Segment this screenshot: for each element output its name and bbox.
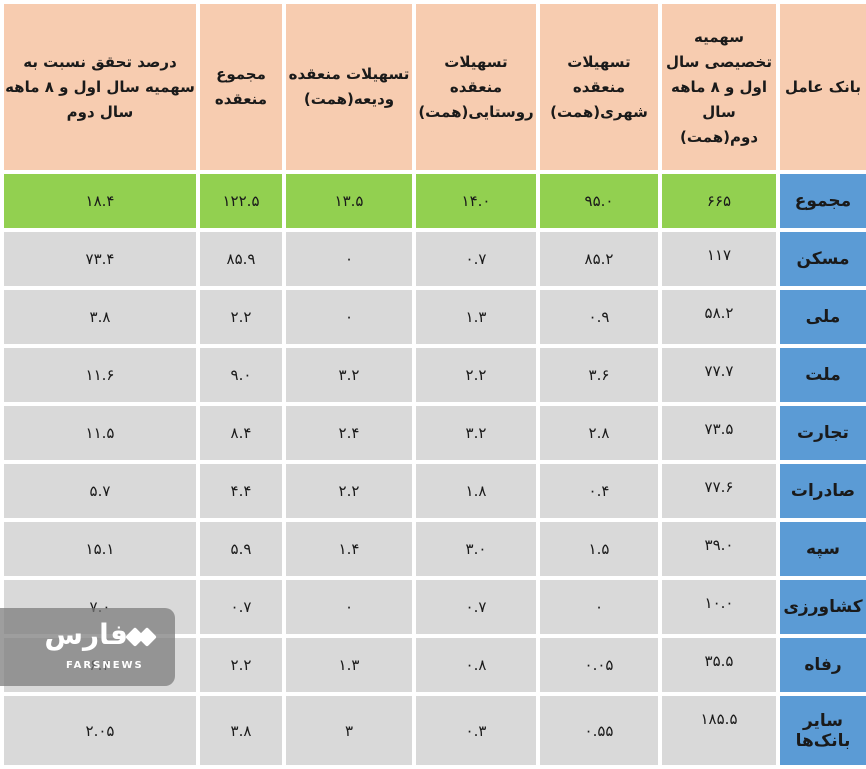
cell-urban: ۰.۵۵ <box>536 692 662 769</box>
cell-quota: ۷۳.۵ <box>658 402 780 464</box>
cell-deposit: ۱.۴ <box>282 518 416 580</box>
cell-rural: ۲.۲ <box>412 344 540 406</box>
table-row: صادرات ۷۷.۶ ۰.۴ ۱.۸ ۲.۲ ۴.۴ ۵.۷ <box>0 460 866 522</box>
cell-total: ۵.۹ <box>196 518 286 580</box>
cell-percent: ۱۸.۴ <box>0 170 200 232</box>
watermark-title: فارس <box>44 618 128 651</box>
header-deposit: تسهیلات منعقده ودیعه(همت) <box>282 0 416 174</box>
header-percent: درصد تحقق نسبت به سهمیه سال اول و ۸ ماهه… <box>0 0 200 174</box>
table-row: کشاورزی ۱۰.۰ ۰ ۰.۷ ۰ ۰.۷ ۷.۰ <box>0 576 866 638</box>
cell-deposit: ۰ <box>282 286 416 348</box>
cell-deposit: ۲.۲ <box>282 460 416 522</box>
cell-percent: ۱۱.۵ <box>0 402 200 464</box>
cell-urban: ۸۵.۲ <box>536 228 662 290</box>
cell-total: ۹.۰ <box>196 344 286 406</box>
cell-bank: ملی <box>776 286 866 348</box>
cell-quota: ۷۷.۶ <box>658 460 780 522</box>
cell-urban: ۰.۴ <box>536 460 662 522</box>
farsnews-watermark: فارس FARSNEWS <box>0 608 175 686</box>
cell-total: ۴.۴ <box>196 460 286 522</box>
cell-rural: ۰.۳ <box>412 692 540 769</box>
cell-bank: مسکن <box>776 228 866 290</box>
cell-quota: ۱۱۷ <box>658 228 780 290</box>
cell-deposit: ۰ <box>282 228 416 290</box>
header-row: بانک عامل سهمیه تخصیصی سال اول و ۸ ماهه … <box>0 0 866 174</box>
cell-bank: کشاورزی <box>776 576 866 638</box>
table-row: سایر بانک‌ها ۱۸۵.۵ ۰.۵۵ ۰.۳ ۳ ۳.۸ ۲.۰۵ <box>0 692 866 769</box>
cell-rural: ۰.۷ <box>412 576 540 638</box>
cell-total: ۱۲۲.۵ <box>196 170 286 232</box>
cell-total: ۰.۷ <box>196 576 286 638</box>
cell-total: ۸.۴ <box>196 402 286 464</box>
cell-percent: ۱۱.۶ <box>0 344 200 406</box>
cell-deposit: ۲.۴ <box>282 402 416 464</box>
cell-total: ۳.۸ <box>196 692 286 769</box>
farsnews-logo-icon <box>125 622 158 652</box>
cell-urban: ۰ <box>536 576 662 638</box>
cell-total: ۲.۲ <box>196 634 286 696</box>
cell-percent: ۲.۰۵ <box>0 692 200 769</box>
cell-deposit: ۱۳.۵ <box>282 170 416 232</box>
cell-quota: ۶۶۵ <box>658 170 780 232</box>
header-rural: تسهیلات منعقده روستایی(همت) <box>412 0 540 174</box>
cell-quota: ۳۹.۰ <box>658 518 780 580</box>
cell-bank: سایر بانک‌ها <box>776 692 866 769</box>
header-total: مجموع منعقده <box>196 0 286 174</box>
cell-bank: ملت <box>776 344 866 406</box>
table-row: ملت ۷۷.۷ ۳.۶ ۲.۲ ۳.۲ ۹.۰ ۱۱.۶ <box>0 344 866 406</box>
cell-urban: ۰.۰۵ <box>536 634 662 696</box>
cell-bank: مجموع <box>776 170 866 232</box>
cell-deposit: ۳ <box>282 692 416 769</box>
header-quota: سهمیه تخصیصی سال اول و ۸ ماهه سال دوم(هم… <box>658 0 780 174</box>
cell-percent: ۱۵.۱ <box>0 518 200 580</box>
cell-bank: تجارت <box>776 402 866 464</box>
cell-rural: ۰.۷ <box>412 228 540 290</box>
cell-deposit: ۱.۳ <box>282 634 416 696</box>
cell-quota: ۳۵.۵ <box>658 634 780 696</box>
table-row: مسکن ۱۱۷ ۸۵.۲ ۰.۷ ۰ ۸۵.۹ ۷۳.۴ <box>0 228 866 290</box>
watermark-subtitle: FARSNEWS <box>66 660 144 671</box>
cell-bank: سپه <box>776 518 866 580</box>
cell-quota: ۷۷.۷ <box>658 344 780 406</box>
total-row: مجموع ۶۶۵ ۹۵.۰ ۱۴.۰ ۱۳.۵ ۱۲۲.۵ ۱۸.۴ <box>0 170 866 232</box>
cell-quota: ۱۰.۰ <box>658 576 780 638</box>
cell-deposit: ۳.۲ <box>282 344 416 406</box>
cell-rural: ۳.۰ <box>412 518 540 580</box>
cell-quota: ۱۸۵.۵ <box>658 692 780 769</box>
cell-urban: ۹۵.۰ <box>536 170 662 232</box>
cell-urban: ۰.۹ <box>536 286 662 348</box>
header-bank: بانک عامل <box>776 0 866 174</box>
table-row: تجارت ۷۳.۵ ۲.۸ ۳.۲ ۲.۴ ۸.۴ ۱۱.۵ <box>0 402 866 464</box>
cell-rural: ۱.۳ <box>412 286 540 348</box>
table-row: ملی ۵۸.۲ ۰.۹ ۱.۳ ۰ ۲.۲ ۳.۸ <box>0 286 866 348</box>
cell-rural: ۱.۸ <box>412 460 540 522</box>
table-row: سپه ۳۹.۰ ۱.۵ ۳.۰ ۱.۴ ۵.۹ ۱۵.۱ <box>0 518 866 580</box>
cell-deposit: ۰ <box>282 576 416 638</box>
cell-bank: صادرات <box>776 460 866 522</box>
cell-rural: ۱۴.۰ <box>412 170 540 232</box>
cell-quota: ۵۸.۲ <box>658 286 780 348</box>
cell-total: ۸۵.۹ <box>196 228 286 290</box>
cell-rural: ۳.۲ <box>412 402 540 464</box>
cell-percent: ۷۳.۴ <box>0 228 200 290</box>
cell-urban: ۱.۵ <box>536 518 662 580</box>
cell-rural: ۰.۸ <box>412 634 540 696</box>
cell-percent: ۵.۷ <box>0 460 200 522</box>
cell-urban: ۳.۶ <box>536 344 662 406</box>
cell-bank: رفاه <box>776 634 866 696</box>
cell-urban: ۲.۸ <box>536 402 662 464</box>
header-urban: تسهیلات منعقده شهری(همت) <box>536 0 662 174</box>
cell-total: ۲.۲ <box>196 286 286 348</box>
cell-percent: ۳.۸ <box>0 286 200 348</box>
